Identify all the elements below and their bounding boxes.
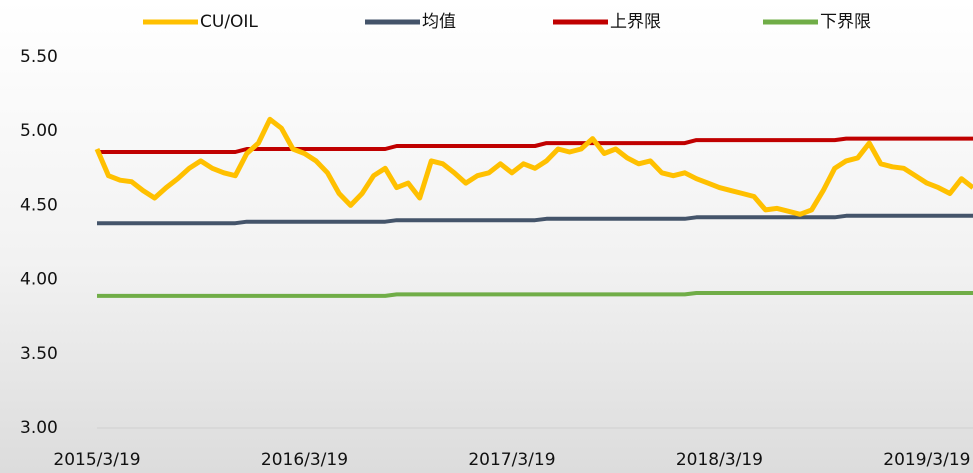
legend-label: 上界限: [610, 12, 661, 32]
series-line: [94, 116, 973, 217]
x-tick-label: 2018/3/19: [676, 450, 763, 470]
y-tick-label: 3.50: [20, 344, 58, 364]
x-tick-label: 2019/3/19: [883, 450, 970, 470]
x-tick-label: 2016/3/19: [261, 450, 348, 470]
y-tick-label: 3.00: [20, 418, 58, 438]
x-tick-label: 2017/3/19: [468, 450, 555, 470]
series-line: [97, 136, 973, 154]
legend-label: CU/OIL: [200, 12, 258, 32]
y-tick-label: 5.00: [20, 121, 58, 141]
y-tick-label: 5.50: [20, 47, 58, 67]
y-tick-label: 4.50: [20, 195, 58, 215]
x-tick-label: 2015/3/19: [53, 450, 140, 470]
y-tick-label: 4.00: [20, 270, 58, 290]
legend-label: 均值: [422, 12, 456, 32]
series-line: [97, 213, 973, 226]
series-line: [97, 291, 973, 298]
legend-label: 下界限: [820, 12, 871, 32]
